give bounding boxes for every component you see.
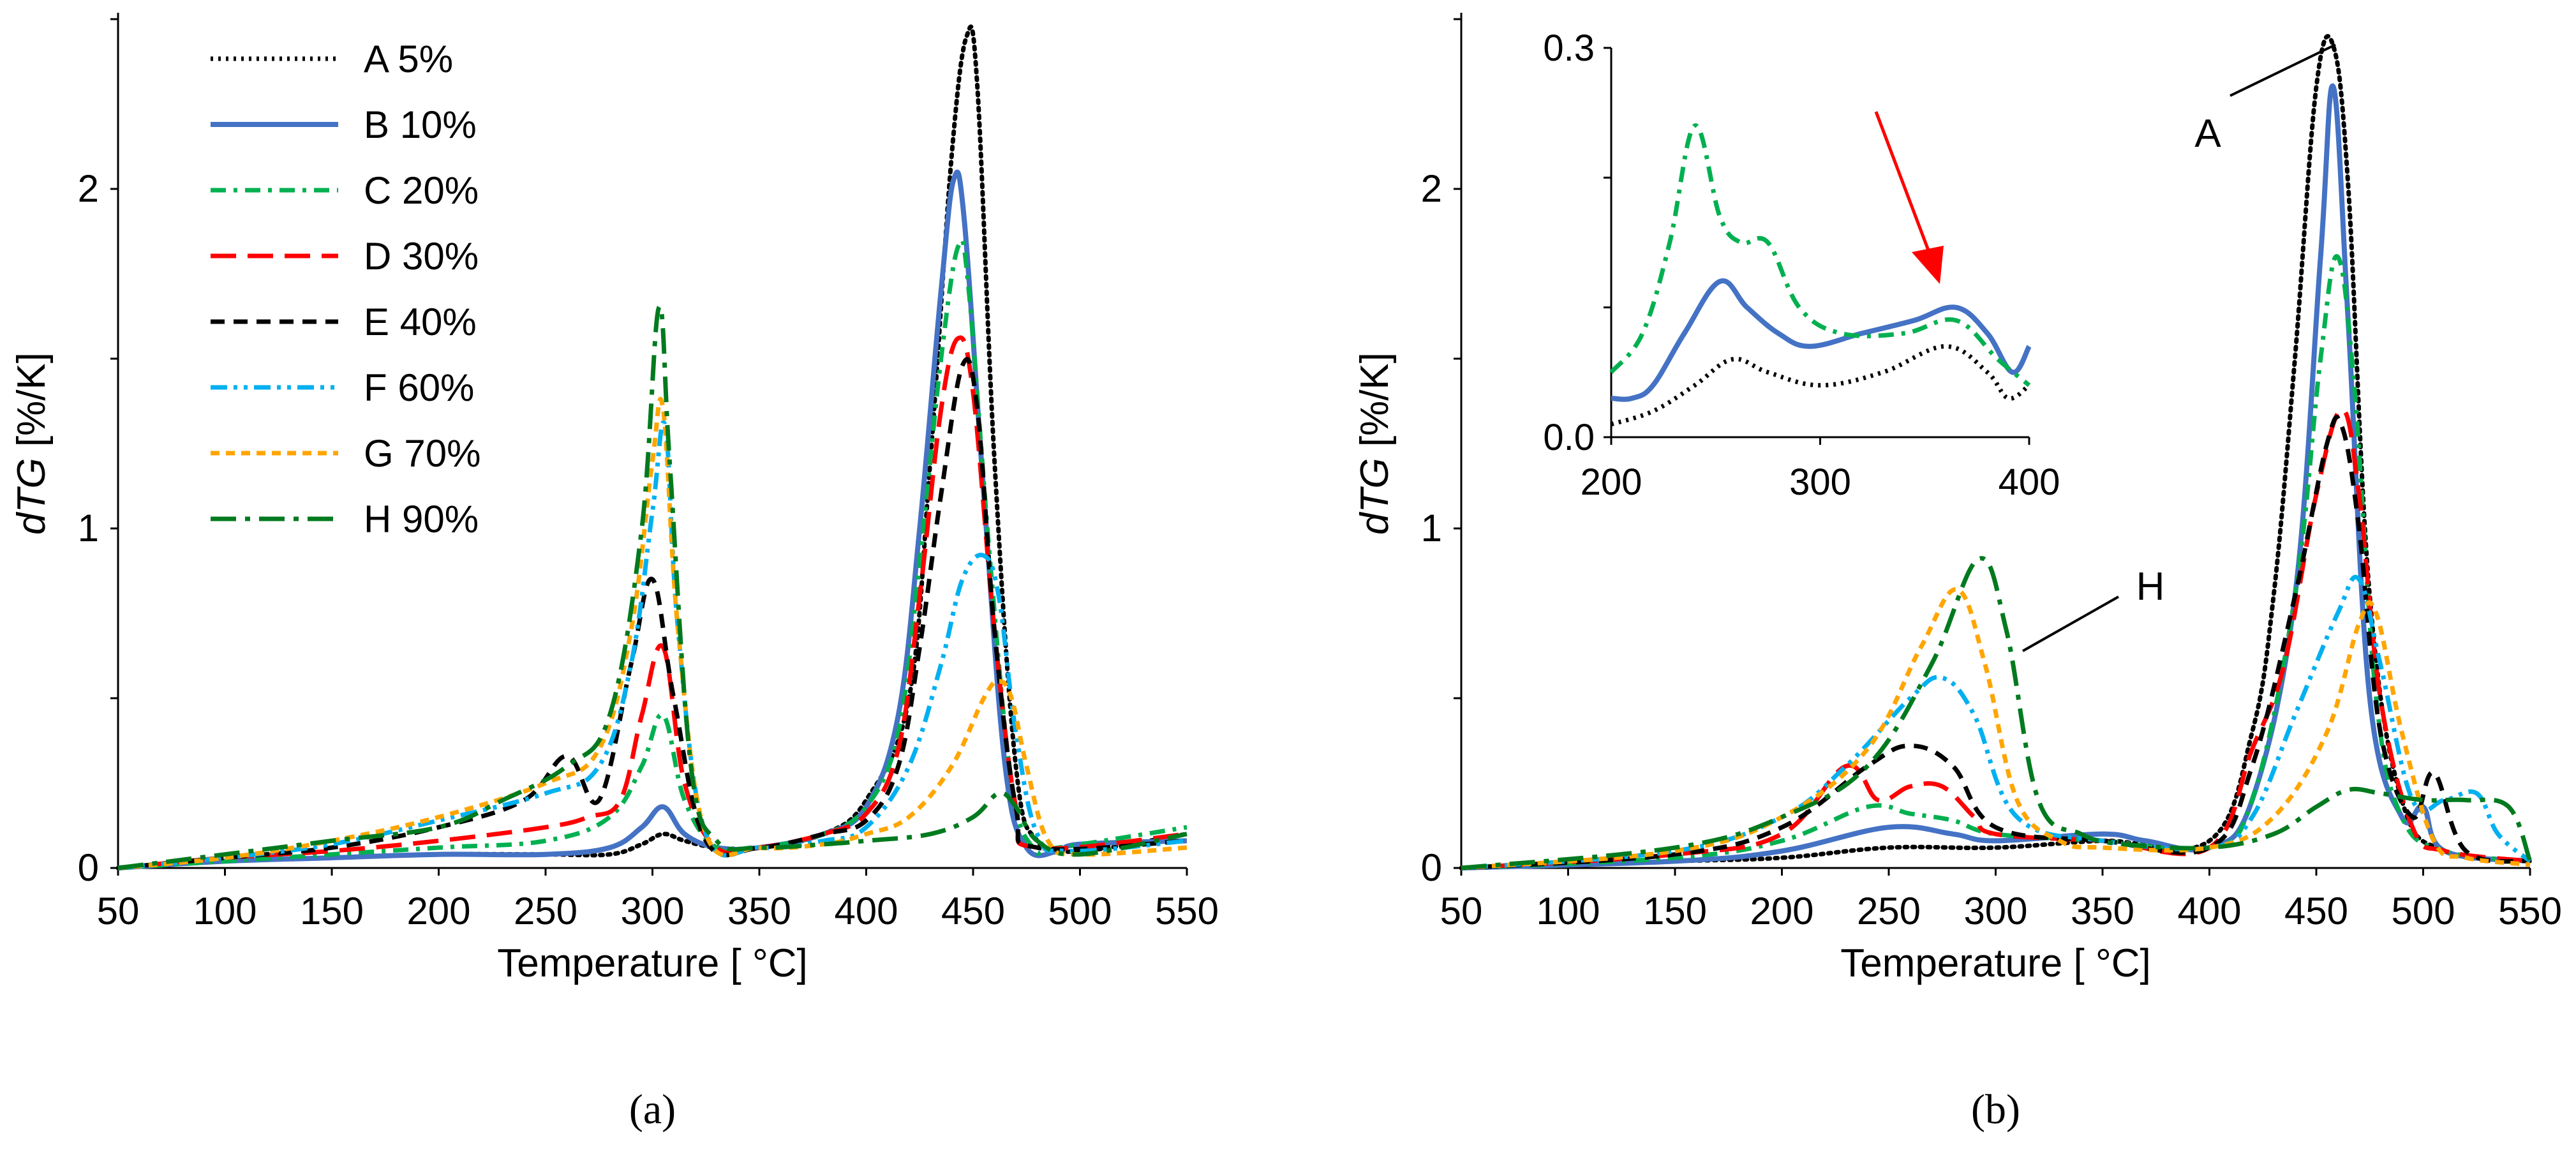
red-arrow-shaft — [1874, 111, 1932, 256]
series-line — [117, 420, 1187, 871]
y-axis-title: dTG [%/K] — [1353, 352, 1397, 535]
x-tick-label: 250 — [514, 890, 577, 932]
x-tick-label: 50 — [1440, 890, 1483, 932]
x-tick-label: 400 — [834, 890, 898, 932]
inset-y-tick-label: 0.3 — [1543, 27, 1595, 69]
annotation-a: A — [2194, 112, 2221, 156]
series-line — [1461, 415, 2531, 871]
x-tick-label: 450 — [941, 890, 1005, 932]
annotation-a-leader — [2230, 43, 2336, 97]
inset-x-tick-label: 300 — [1789, 461, 1851, 503]
series-line — [117, 304, 1187, 871]
inset-series-line — [1610, 344, 2031, 427]
inset-series-line — [1609, 123, 2031, 387]
panel-label: (a) — [629, 1086, 676, 1133]
inset-x-tick-label: 400 — [1999, 461, 2060, 503]
x-tick-label: 450 — [2284, 890, 2348, 932]
y-tick-label: 0 — [78, 846, 99, 889]
series-line — [117, 237, 1187, 871]
legend-label: G 70% — [364, 432, 480, 475]
annotation-h: H — [2136, 565, 2165, 609]
y-tick-label: 2 — [78, 167, 99, 210]
x-axis-title: Temperature [ °C] — [1840, 941, 2151, 985]
x-tick-label: 200 — [406, 890, 470, 932]
x-tick-label: 500 — [1048, 890, 1112, 932]
inset-y-tick-label: 0.0 — [1543, 417, 1595, 458]
x-tick-label: 400 — [2177, 890, 2241, 932]
x-tick-label: 150 — [1643, 890, 1707, 932]
annotation-h-leader — [2022, 595, 2119, 652]
panel-label: (b) — [1971, 1086, 2020, 1133]
x-tick-label: 150 — [300, 890, 364, 932]
series-line — [1461, 254, 2531, 871]
x-tick-label: 550 — [2498, 890, 2562, 932]
panel-b: 50 100 150 200 250 300 350 400 450 500 550 0 1 2 Tempe… — [1353, 13, 2562, 1133]
inset-x-tick-label: 200 — [1581, 461, 1642, 503]
x-tick-label: 50 — [97, 890, 140, 932]
x-tick-label: 250 — [1857, 890, 1921, 932]
legend-label: B 10% — [364, 103, 477, 146]
series-line — [117, 335, 1187, 871]
y-tick-label: 2 — [1421, 167, 1442, 210]
x-tick-label: 300 — [620, 890, 684, 932]
y-tick-label: 1 — [1421, 507, 1442, 550]
x-tick-label: 300 — [1963, 890, 2027, 932]
legend-label: A 5% — [364, 38, 453, 80]
series-line — [1459, 34, 2533, 871]
legend-label: H 90% — [364, 498, 479, 541]
y-tick-label: 1 — [78, 507, 99, 550]
x-tick-label: 100 — [193, 890, 257, 932]
series-line — [117, 169, 1187, 871]
legend-label: E 40% — [364, 301, 477, 343]
x-tick-label: 200 — [1750, 890, 1813, 932]
series-line — [1461, 587, 2531, 871]
panel-a: 50 100 150 200 250 300 350 400 450 500 550 0 1 2 Tempe… — [10, 13, 1219, 1133]
series-line — [117, 396, 1187, 871]
red-arrow-head — [1912, 246, 1944, 284]
x-tick-label: 500 — [2391, 890, 2455, 932]
legend: A 5% B 10% C 20% D 30% E 40% F 60% G 70% H 90% — [211, 38, 480, 541]
legend-label: D 30% — [364, 235, 479, 278]
series-line — [115, 24, 1189, 871]
inset-series-line — [1611, 278, 2032, 402]
x-tick-label: 550 — [1155, 890, 1219, 932]
legend-label: F 60% — [364, 366, 474, 409]
series-line — [1461, 574, 2532, 871]
x-tick-label: 100 — [1536, 890, 1600, 932]
series-line — [1461, 556, 2533, 871]
y-axis-title: dTG [%/K] — [10, 352, 54, 535]
y-tick-label: 0 — [1421, 846, 1442, 889]
inset: 0.0 0.3 200 300 400 — [1543, 27, 2060, 503]
x-tick-label: 350 — [727, 890, 791, 932]
legend-label: C 20% — [364, 169, 479, 212]
x-axis-title: Temperature [ °C] — [497, 941, 808, 985]
x-tick-label: 350 — [2071, 890, 2134, 932]
